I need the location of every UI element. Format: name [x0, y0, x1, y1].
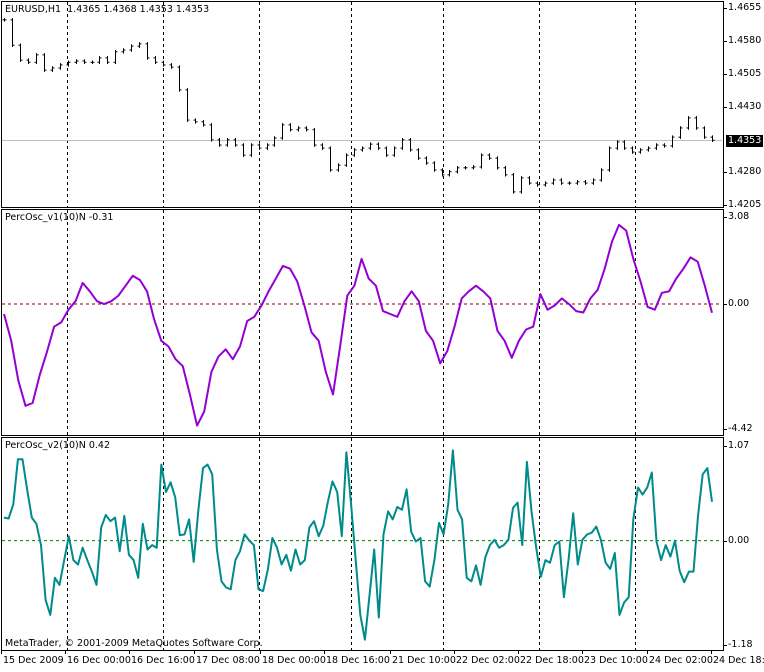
price-axis-label: 1.4580 — [728, 34, 762, 46]
price-axis-label: 1.4505 — [728, 67, 762, 79]
symbol-timeframe: EURUSD,H1 — [5, 4, 62, 15]
time-axis-label: 22 Dec 02:00 — [456, 655, 520, 666]
price-bars — [2, 18, 722, 194]
osc2-title: PercOsc_v2(10)N 0.42 — [5, 440, 111, 451]
osc1-axis-label: 3.08 — [728, 211, 750, 222]
pane-frame-1 — [1, 209, 724, 436]
price-axis-label: 1.4655 — [728, 2, 762, 13]
pane-frame-0 — [1, 1, 724, 208]
price-axis-label: 1.4205 — [728, 199, 762, 210]
osc1-axis-label: -4.42 — [728, 423, 753, 434]
time-axis-label: 21 Dec 10:00 — [392, 655, 456, 666]
time-axis-label: 23 Dec 10:00 — [584, 655, 648, 666]
osc1-axis-label: 0.00 — [728, 298, 750, 310]
osc1-plot — [2, 223, 722, 427]
time-axis-label: 16 Dec 00:00 — [67, 655, 131, 666]
time-axis-label: 15 Dec 2009 — [3, 655, 64, 666]
current-price-tag: 1.4353 — [726, 135, 764, 147]
osc2-axis-label: 1.07 — [728, 440, 750, 451]
osc1-title: PercOsc_v1(10)N -0.31 — [5, 212, 114, 223]
time-axis-label: 22 Dec 18:00 — [520, 655, 584, 666]
time-axis-label: 18 Dec 16:00 — [326, 655, 390, 666]
ohlc-values: 1.4365 1.4368 1.4353 1.4353 — [67, 4, 210, 15]
price-axis-label: 1.4280 — [728, 166, 762, 178]
osc2-axis-label: 0.00 — [728, 534, 750, 546]
copyright: MetaTrader, © 2001-2009 MetaQuotes Softw… — [5, 638, 263, 649]
time-axis-label: 18 Dec 00:00 — [262, 655, 326, 666]
osc1-line — [3, 223, 713, 427]
main-title: EURUSD,H1 1.4365 1.4368 1.4353 1.4353 — [5, 4, 209, 16]
price-axis-label: 1.4430 — [728, 100, 762, 112]
pane-frame-2 — [1, 437, 724, 651]
osc2-plot — [2, 449, 722, 641]
osc2-line — [3, 449, 713, 641]
time-axis-label: 17 Dec 08:00 — [196, 655, 260, 666]
osc2-axis-label: -1.18 — [728, 639, 753, 650]
time-axis-label: 16 Dec 16:00 — [131, 655, 195, 666]
time-axis-label: 24 Dec 18:00 — [713, 655, 764, 666]
time-axis-label: 24 Dec 02:00 — [649, 655, 713, 666]
